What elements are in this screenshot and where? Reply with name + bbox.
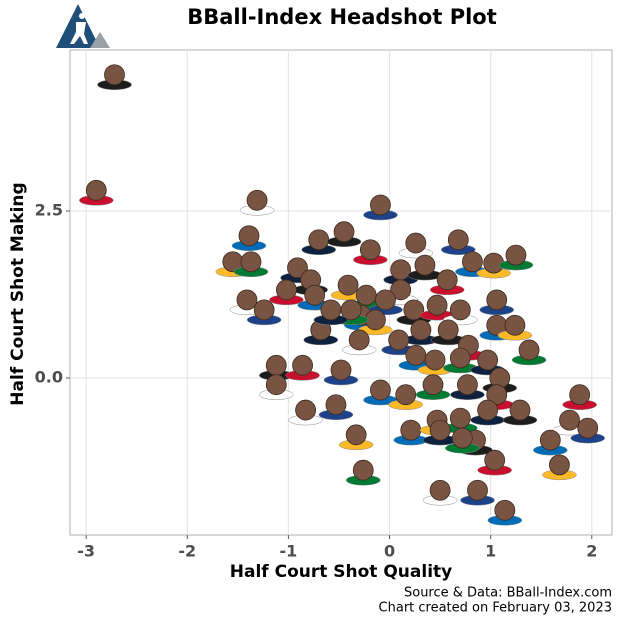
headshot-point xyxy=(449,299,471,321)
headshot-point xyxy=(422,374,444,396)
headshot-point xyxy=(337,274,359,296)
headshot-point xyxy=(348,329,370,351)
headshot-point xyxy=(275,279,297,301)
headshot-point xyxy=(345,424,367,446)
headshot-point xyxy=(388,329,410,351)
headshot-point xyxy=(429,479,451,501)
y-tick-label: 2.5 xyxy=(35,200,63,219)
headshot-point xyxy=(292,354,313,376)
headshot-point xyxy=(265,374,287,396)
headshot-point xyxy=(449,347,471,369)
headshot-point xyxy=(426,294,448,316)
headshot-point xyxy=(437,319,459,341)
headshot-point xyxy=(403,299,425,321)
x-tick-label: -2 xyxy=(178,542,196,561)
headshot-point xyxy=(400,419,422,441)
headshot-point xyxy=(539,429,561,451)
headshot-point xyxy=(477,399,499,421)
x-axis-label: Half Court Shot Quality xyxy=(230,562,453,582)
headshot-point xyxy=(559,409,580,431)
x-tick-label: 0 xyxy=(384,542,395,561)
headshot-point xyxy=(451,427,473,449)
headshot-point xyxy=(477,349,499,371)
x-tick-label: 1 xyxy=(485,542,496,561)
headshot-point xyxy=(320,299,342,321)
headshot-point xyxy=(429,419,451,441)
headshot-point xyxy=(486,289,508,311)
headshot-point xyxy=(253,299,275,321)
headshot-point xyxy=(414,254,436,276)
headshot-point xyxy=(405,344,427,366)
headshot-point xyxy=(518,339,540,361)
source-note: Source & Data: BBall-Index.com xyxy=(404,586,612,601)
headshot-point xyxy=(410,319,432,341)
headshot-point xyxy=(246,189,268,211)
headshot-point xyxy=(449,407,471,429)
headshot-point xyxy=(295,399,317,421)
headshot-point xyxy=(238,225,260,247)
headshot-point xyxy=(424,349,446,371)
headshot-point xyxy=(370,194,391,216)
y-tick-label: 0.0 xyxy=(35,368,63,387)
headshot-point xyxy=(462,251,483,273)
headshot-point xyxy=(370,379,391,401)
headshot-point xyxy=(456,374,478,396)
headshot-point xyxy=(330,359,352,381)
headshot-point xyxy=(304,284,326,306)
chart-title: BBall-Index Headshot Plot xyxy=(187,5,497,29)
x-tick-label: -3 xyxy=(77,542,95,561)
headshot-point xyxy=(236,289,258,311)
headshot-point xyxy=(333,221,355,243)
headshot-point xyxy=(569,384,591,406)
headshot-point xyxy=(287,257,308,279)
headshot-point xyxy=(355,284,377,306)
y-axis-label: Half Court Shot Making xyxy=(8,182,28,405)
headshot-point xyxy=(390,279,412,301)
headshot-point xyxy=(494,499,516,521)
headshot-point xyxy=(85,179,107,201)
headshot-point xyxy=(104,64,125,86)
headshot-point xyxy=(265,354,287,376)
headshot-point xyxy=(549,454,570,476)
headshot-point xyxy=(505,244,527,266)
headshot-point xyxy=(359,239,381,261)
logo xyxy=(56,4,110,48)
headshot-point xyxy=(395,384,417,406)
headshot-point xyxy=(405,232,427,254)
headshot-point xyxy=(352,459,374,481)
created-note: Chart created on February 03, 2023 xyxy=(379,601,612,616)
headshot-point xyxy=(577,417,599,439)
headshot-point xyxy=(325,394,347,416)
headshot-point xyxy=(447,229,469,251)
x-tick-label: 2 xyxy=(586,542,597,561)
headshot-point xyxy=(504,314,526,336)
headshot-point xyxy=(240,251,262,273)
headshot-point xyxy=(390,259,412,281)
headshot-point xyxy=(375,289,396,311)
headshot-point xyxy=(509,399,531,421)
headshot-point xyxy=(364,309,386,331)
headshot-point xyxy=(308,229,330,251)
headshot-point xyxy=(436,269,458,291)
headshot-point xyxy=(486,384,508,406)
x-tick-label: -1 xyxy=(280,542,298,561)
headshot-point xyxy=(467,479,488,501)
headshot-point xyxy=(484,449,506,471)
